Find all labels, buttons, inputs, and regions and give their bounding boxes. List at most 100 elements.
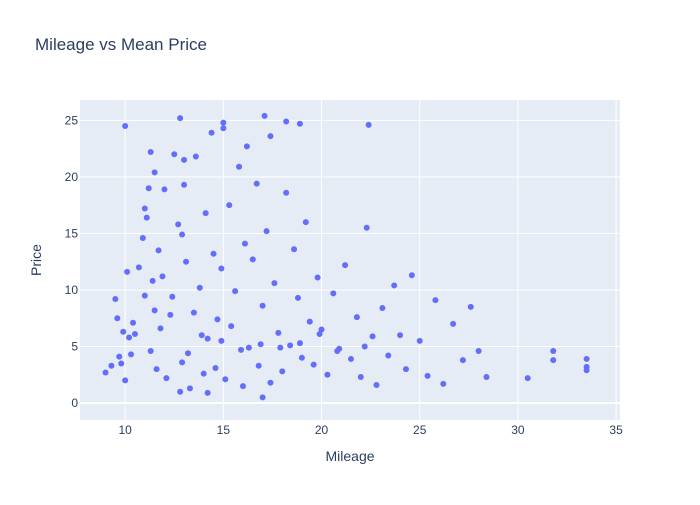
data-point [236, 163, 243, 170]
data-point [171, 151, 178, 158]
data-point [186, 385, 193, 392]
data-point [128, 351, 135, 358]
data-point [245, 344, 252, 351]
data-point [391, 282, 398, 289]
y-tick-labels: 0 5 10 15 20 25 [65, 113, 79, 410]
data-point [196, 284, 203, 291]
data-point [159, 273, 166, 280]
data-point [279, 368, 286, 375]
data-point [190, 309, 197, 316]
data-point [163, 375, 170, 382]
data-point [208, 129, 215, 136]
y-tick-label: 25 [65, 113, 79, 127]
data-point [361, 343, 368, 350]
data-point [239, 383, 246, 390]
data-point [263, 228, 270, 235]
data-point [130, 319, 137, 326]
data-point [302, 219, 309, 226]
data-point [149, 277, 156, 284]
data-point [363, 224, 370, 231]
data-point [379, 305, 386, 312]
data-point [310, 361, 317, 368]
data-point [238, 346, 245, 353]
data-point [185, 350, 191, 357]
data-point [432, 297, 439, 304]
data-point [122, 377, 129, 384]
x-tick-label: 10 [118, 423, 132, 437]
data-point [226, 202, 233, 209]
data-point [294, 294, 301, 301]
data-point [475, 348, 482, 355]
data-point [102, 369, 109, 376]
data-point [222, 376, 229, 383]
data-point [253, 180, 260, 187]
data-point [147, 149, 154, 156]
x-tick-label: 25 [413, 423, 427, 437]
data-point [330, 290, 337, 297]
data-point [324, 371, 331, 378]
data-point [249, 256, 256, 263]
data-point [181, 156, 188, 163]
data-point [155, 247, 162, 254]
data-point [385, 352, 392, 359]
x-axis-title: Mileage [325, 448, 374, 464]
data-point [373, 381, 380, 388]
data-point [275, 329, 282, 336]
data-point [220, 125, 227, 132]
data-point [583, 367, 590, 374]
plot-background [80, 100, 620, 420]
data-point [298, 354, 305, 361]
x-tick-labels: 10 15 20 25 30 35 [118, 423, 623, 437]
data-point [550, 348, 557, 355]
grid-lines [80, 100, 620, 420]
data-point [114, 315, 121, 322]
data-point [259, 302, 266, 309]
data-point [200, 370, 207, 377]
data-point [169, 293, 176, 300]
y-tick-label: 0 [71, 396, 78, 410]
data-point [175, 221, 182, 228]
data-point [218, 337, 225, 344]
data-point [135, 264, 142, 271]
data-point [153, 366, 160, 373]
data-point [210, 250, 217, 257]
data-point [120, 328, 127, 335]
data-point [365, 121, 372, 128]
data-point [179, 231, 186, 238]
data-points [102, 112, 590, 401]
data-point [118, 360, 125, 367]
data-point [141, 205, 148, 212]
data-point [467, 303, 474, 310]
data-point [177, 388, 184, 395]
x-tick-label: 15 [217, 423, 231, 437]
data-point [296, 120, 303, 127]
data-point [287, 342, 294, 349]
data-point [347, 355, 354, 362]
data-point [108, 362, 115, 369]
data-point [218, 265, 225, 272]
data-point [267, 379, 274, 386]
data-point [131, 331, 138, 338]
data-point [271, 280, 278, 287]
data-point [357, 374, 364, 381]
data-point [116, 353, 123, 360]
x-tick-label: 30 [511, 423, 525, 437]
data-point [342, 262, 349, 269]
data-point [277, 344, 284, 351]
data-point [255, 362, 262, 369]
data-point [179, 359, 186, 366]
data-point [167, 311, 174, 318]
data-point [369, 333, 376, 340]
data-point [524, 375, 531, 382]
data-point [459, 357, 466, 364]
x-tick-label: 35 [609, 423, 623, 437]
data-point [151, 307, 158, 314]
data-point [232, 288, 239, 295]
data-point [228, 323, 235, 330]
data-point [241, 240, 248, 247]
data-point [408, 272, 415, 279]
data-point [353, 314, 360, 321]
data-point [143, 214, 150, 221]
